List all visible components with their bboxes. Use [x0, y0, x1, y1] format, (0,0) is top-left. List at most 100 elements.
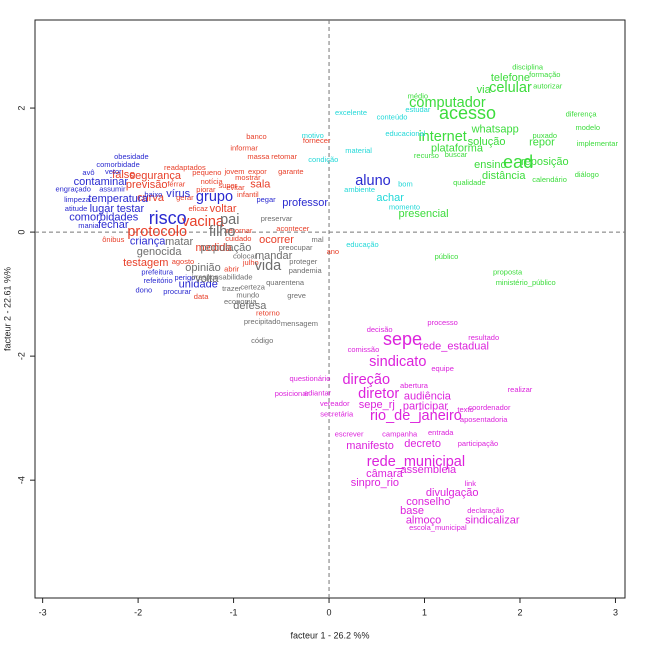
word: entrada	[428, 428, 454, 437]
word: previsão	[126, 179, 168, 191]
word: base	[400, 505, 424, 517]
word: vírus	[166, 188, 190, 200]
word: posicionar	[275, 389, 310, 398]
word: direção	[342, 372, 390, 388]
word: material	[345, 146, 372, 155]
word: retomar	[271, 152, 297, 161]
word: implementar	[577, 139, 619, 148]
word: vida	[255, 258, 283, 274]
word: trazer	[222, 284, 242, 293]
word: voltar	[210, 203, 237, 215]
word: informar	[230, 143, 258, 152]
word: condição	[308, 155, 338, 164]
word: volta	[195, 273, 219, 285]
word: almoço	[406, 514, 441, 526]
word: internet	[418, 129, 466, 145]
word: pequeno	[192, 168, 221, 177]
word: texto	[457, 405, 473, 414]
word: mandar	[255, 250, 293, 262]
word: achar	[376, 192, 404, 204]
word: manifesto	[346, 440, 394, 452]
word: diferença	[566, 109, 598, 118]
word: educação	[346, 240, 379, 249]
word: distância	[482, 170, 526, 182]
word: vacina	[182, 214, 225, 230]
word: assembleia	[401, 464, 458, 476]
word: câmara	[366, 468, 404, 480]
word: filho	[209, 224, 236, 240]
word: reposição	[521, 156, 569, 168]
word: prefeitura	[141, 267, 174, 276]
word: protocolo	[127, 224, 187, 240]
word: agosto	[172, 257, 195, 266]
word: rio_de_janeiro	[370, 408, 462, 424]
word: vetor	[105, 167, 122, 176]
word: infantil	[237, 190, 259, 199]
y-axis-label: facteur 2 - 22.61 %%	[2, 267, 12, 351]
word: avô	[82, 168, 94, 177]
y-tick-label: -4	[16, 476, 26, 484]
word: proteger	[289, 257, 317, 266]
word: defesa	[233, 300, 267, 312]
word: retorno	[256, 308, 280, 317]
word: acesso	[439, 103, 496, 123]
word: ferrar	[167, 179, 185, 188]
word: ead	[503, 152, 533, 172]
y-tick-label: 2	[16, 106, 26, 111]
word: limpeza	[64, 195, 91, 204]
word: proposta	[493, 267, 523, 276]
word: economia	[224, 297, 257, 306]
word: educacional	[385, 129, 425, 138]
word: diretor	[358, 386, 399, 402]
word: pandemia	[289, 266, 323, 275]
word: participação	[458, 439, 498, 448]
word: testagem	[123, 257, 168, 269]
word: abrir	[224, 264, 240, 273]
word: fechar	[98, 219, 129, 231]
word: médio	[408, 91, 428, 100]
word: secretária	[320, 409, 354, 418]
word: estudar	[405, 105, 431, 114]
word: conteúdo	[377, 112, 408, 121]
word: sinpro_rio	[351, 477, 399, 489]
word: segurança	[130, 170, 182, 182]
word: aposentadoria	[460, 415, 508, 424]
word: retornar	[226, 226, 253, 235]
word: processo	[427, 318, 457, 327]
word: ocorrer	[259, 234, 294, 246]
x-axis-label: facteur 1 - 26.2 %%	[290, 630, 369, 640]
word: repor	[529, 137, 555, 149]
word: questionário	[290, 374, 331, 383]
word: whatsapp	[471, 124, 519, 136]
word: sepe_rj	[359, 399, 395, 411]
word: mensagem	[281, 319, 318, 328]
y-tick-label: -2	[16, 352, 26, 360]
word: acontecer	[276, 224, 309, 233]
x-tick-label: 0	[327, 607, 332, 617]
word: garante	[278, 167, 303, 176]
word: expor	[248, 167, 267, 176]
word: aluno	[355, 173, 390, 189]
word: refeitório	[144, 276, 173, 285]
word: abertura	[400, 381, 429, 390]
word: unidade	[179, 279, 218, 291]
word: notícia	[201, 177, 224, 186]
word: calendário	[532, 175, 567, 184]
word: modelo	[575, 123, 600, 132]
word: matar	[165, 236, 193, 248]
word: telefone	[491, 72, 530, 84]
word: realizar	[508, 385, 533, 394]
word: divulgação	[426, 487, 479, 499]
x-tick-label: -1	[230, 607, 238, 617]
word: medida	[195, 242, 232, 254]
word: genocida	[137, 246, 183, 258]
x-tick-label: -3	[39, 607, 47, 617]
word: coordenador	[468, 403, 511, 412]
word: ônibus	[102, 235, 124, 244]
word: data	[194, 292, 209, 301]
word: contaminar	[74, 176, 129, 188]
y-tick-label: 0	[16, 230, 26, 235]
word: disciplina	[512, 63, 544, 72]
word: criança	[130, 235, 166, 247]
